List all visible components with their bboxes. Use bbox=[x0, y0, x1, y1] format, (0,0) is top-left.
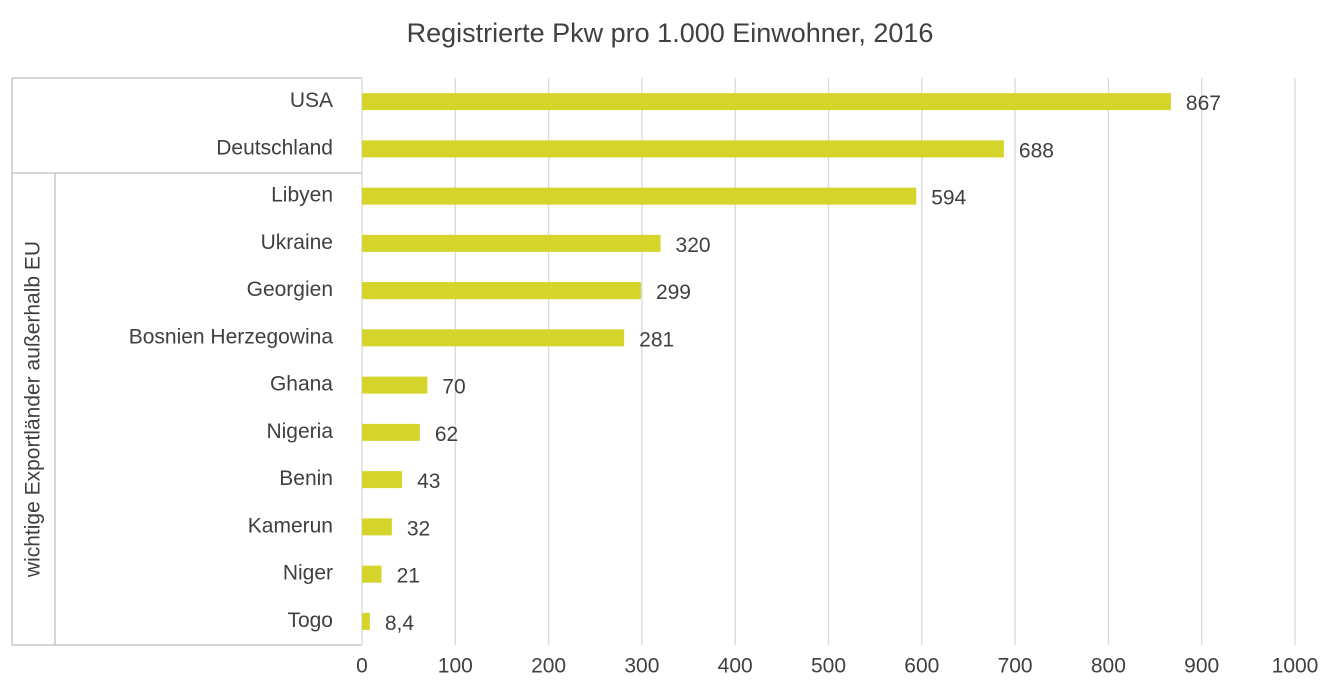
x-tick-label: 400 bbox=[718, 655, 753, 678]
bar bbox=[362, 282, 641, 300]
y-tick-label: Georgien bbox=[247, 278, 333, 301]
y-tick-label: Bosnien Herzegowina bbox=[129, 325, 334, 348]
bar bbox=[362, 565, 382, 583]
value-label: 8,4 bbox=[385, 612, 415, 635]
bar bbox=[362, 423, 420, 441]
bar bbox=[362, 376, 428, 394]
value-label: 299 bbox=[656, 281, 691, 304]
value-label: 21 bbox=[397, 565, 420, 588]
bar bbox=[362, 93, 1171, 111]
value-label: 70 bbox=[442, 376, 465, 399]
group-label: wichtige Exportländer außerhalb EU bbox=[22, 241, 45, 578]
x-tick-label: 200 bbox=[531, 655, 566, 678]
y-tick-label: Nigeria bbox=[266, 420, 333, 443]
value-label: 281 bbox=[639, 328, 674, 351]
x-tick-label: 1000 bbox=[1272, 655, 1319, 678]
x-tick-label: 900 bbox=[1184, 655, 1219, 678]
value-label: 62 bbox=[435, 423, 458, 446]
value-label: 688 bbox=[1019, 139, 1054, 162]
x-tick-label: 0 bbox=[356, 655, 368, 678]
y-tick-label: USA bbox=[290, 89, 333, 112]
y-tick-label: Ghana bbox=[270, 373, 333, 396]
value-label: 43 bbox=[417, 470, 440, 493]
x-tick-label: 300 bbox=[624, 655, 659, 678]
y-tick-label: Benin bbox=[279, 467, 333, 490]
value-label: 867 bbox=[1186, 92, 1221, 115]
x-tick-label: 600 bbox=[904, 655, 939, 678]
value-label: 32 bbox=[407, 517, 430, 540]
bar bbox=[362, 140, 1004, 158]
x-tick-label: 700 bbox=[998, 655, 1033, 678]
x-tick-label: 100 bbox=[438, 655, 473, 678]
x-tick-label: 500 bbox=[811, 655, 846, 678]
y-tick-label: Kamerun bbox=[248, 514, 333, 537]
y-tick-label: Deutschland bbox=[216, 136, 333, 159]
bar bbox=[362, 329, 625, 347]
value-label: 320 bbox=[676, 234, 711, 257]
chart-title: Registrierte Pkw pro 1.000 Einwohner, 20… bbox=[407, 18, 934, 48]
x-tick-label: 800 bbox=[1091, 655, 1126, 678]
bar bbox=[362, 612, 370, 630]
bar bbox=[362, 518, 392, 536]
y-tick-label: Ukraine bbox=[261, 231, 333, 254]
bar bbox=[362, 187, 917, 205]
bar bbox=[362, 471, 403, 489]
y-tick-label: Togo bbox=[287, 609, 333, 632]
value-label: 594 bbox=[931, 187, 966, 210]
y-tick-label: Libyen bbox=[271, 184, 333, 207]
y-tick-label: Niger bbox=[283, 562, 333, 585]
bar bbox=[362, 234, 661, 252]
